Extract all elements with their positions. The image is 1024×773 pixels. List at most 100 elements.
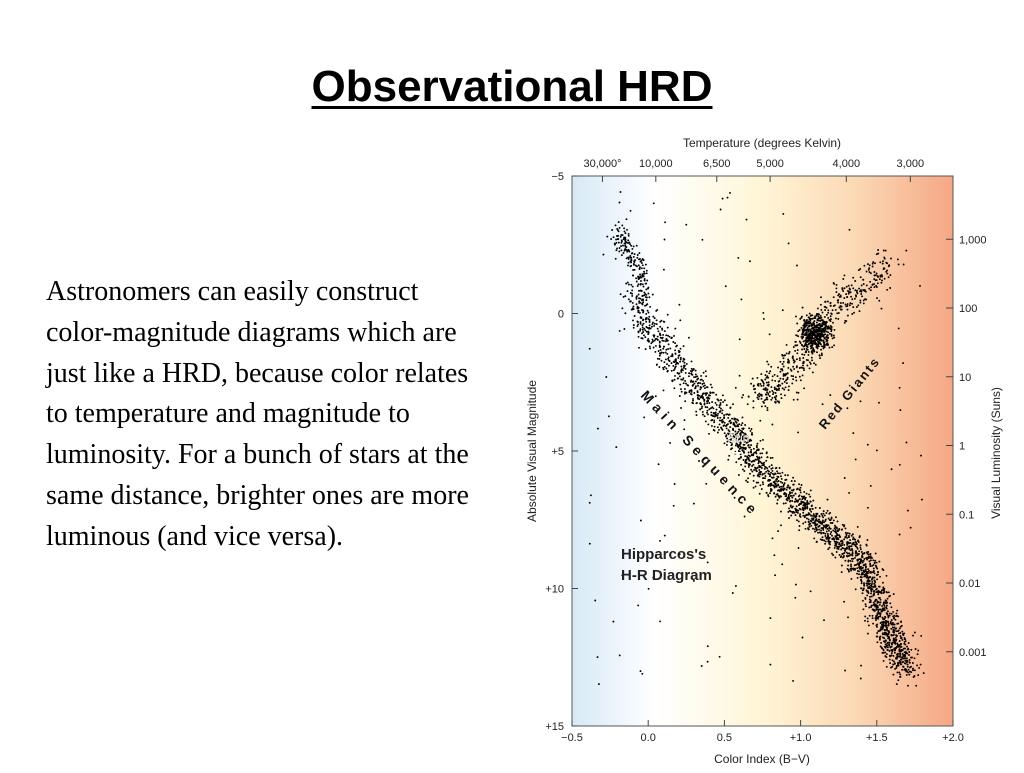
star-point [854, 545, 857, 548]
star-point [806, 505, 809, 508]
star-point [616, 238, 619, 241]
star-point [639, 282, 642, 285]
star-point [719, 208, 722, 211]
star-point [749, 429, 752, 432]
star-point [720, 419, 723, 422]
star-point [719, 416, 722, 419]
star-point [893, 626, 896, 629]
star-point [781, 481, 784, 484]
star-point [844, 547, 847, 550]
star-point [725, 443, 728, 446]
star-point [812, 347, 815, 350]
star-point [794, 498, 797, 501]
star-point [795, 358, 798, 361]
star-point [888, 650, 891, 652]
star-point [796, 349, 799, 352]
star-point [795, 508, 798, 511]
star-point [780, 393, 782, 396]
star-point [626, 228, 628, 231]
star-point [850, 563, 852, 566]
star-point [762, 477, 765, 480]
star-point [617, 221, 620, 224]
star-point [662, 268, 665, 271]
star-point [656, 327, 659, 330]
star-point [891, 659, 894, 662]
star-point [672, 360, 675, 363]
star-point [777, 389, 780, 391]
star-point [831, 522, 834, 524]
star-point [833, 336, 836, 339]
star-point [904, 669, 907, 671]
star-point [876, 600, 879, 603]
star-point [879, 575, 881, 578]
star-point [825, 330, 828, 333]
star-point [890, 654, 893, 657]
star-point [867, 586, 870, 589]
star-point [826, 339, 829, 342]
star-point [819, 314, 822, 317]
star-point [834, 524, 836, 527]
star-point [818, 338, 821, 341]
star-point [889, 287, 892, 289]
star-points [588, 191, 925, 687]
star-point [862, 570, 865, 573]
star-point [805, 513, 808, 516]
star-point [680, 368, 683, 371]
star-point [768, 465, 771, 468]
star-point [835, 317, 837, 320]
star-point [864, 290, 867, 293]
star-point [802, 514, 805, 517]
star-point [861, 599, 864, 602]
star-point [814, 315, 816, 318]
star-point [681, 378, 684, 381]
star-point [802, 345, 805, 348]
star-point [646, 339, 649, 342]
star-point [808, 502, 810, 505]
star-point [757, 473, 760, 476]
star-point [904, 662, 907, 665]
star-point [680, 388, 682, 391]
star-point [895, 647, 897, 650]
star-point [795, 379, 798, 382]
star-point [748, 427, 751, 430]
star-point [760, 373, 763, 376]
star-point [627, 264, 629, 267]
star-point [776, 477, 779, 480]
star-point [881, 581, 884, 584]
star-point [678, 303, 681, 306]
star-point [708, 432, 710, 435]
star-point [636, 305, 639, 308]
star-point [745, 461, 748, 464]
star-point [752, 447, 755, 450]
star-point [812, 514, 815, 517]
star-point [777, 385, 780, 388]
star-point [682, 366, 685, 369]
star-point [807, 316, 810, 319]
star-point [798, 529, 801, 532]
star-point [762, 483, 765, 486]
star-point [659, 539, 661, 542]
star-point [911, 662, 914, 664]
star-point [843, 543, 846, 546]
star-point [665, 334, 668, 337]
star-point [858, 573, 860, 576]
star-point [876, 641, 879, 644]
star-point [758, 395, 761, 398]
star-point [775, 395, 778, 397]
star-point [610, 238, 613, 240]
star-point [807, 350, 810, 353]
star-point [747, 395, 750, 398]
star-point [784, 474, 787, 477]
star-point [846, 314, 849, 317]
star-point [840, 564, 843, 567]
star-point [848, 491, 851, 494]
star-point [896, 656, 899, 659]
star-point [883, 633, 886, 636]
star-point [650, 342, 653, 345]
star-point [630, 244, 633, 247]
star-point [812, 321, 815, 324]
star-point [667, 359, 670, 362]
star-point [647, 587, 650, 590]
star-point [858, 535, 861, 538]
star-point [871, 564, 874, 567]
